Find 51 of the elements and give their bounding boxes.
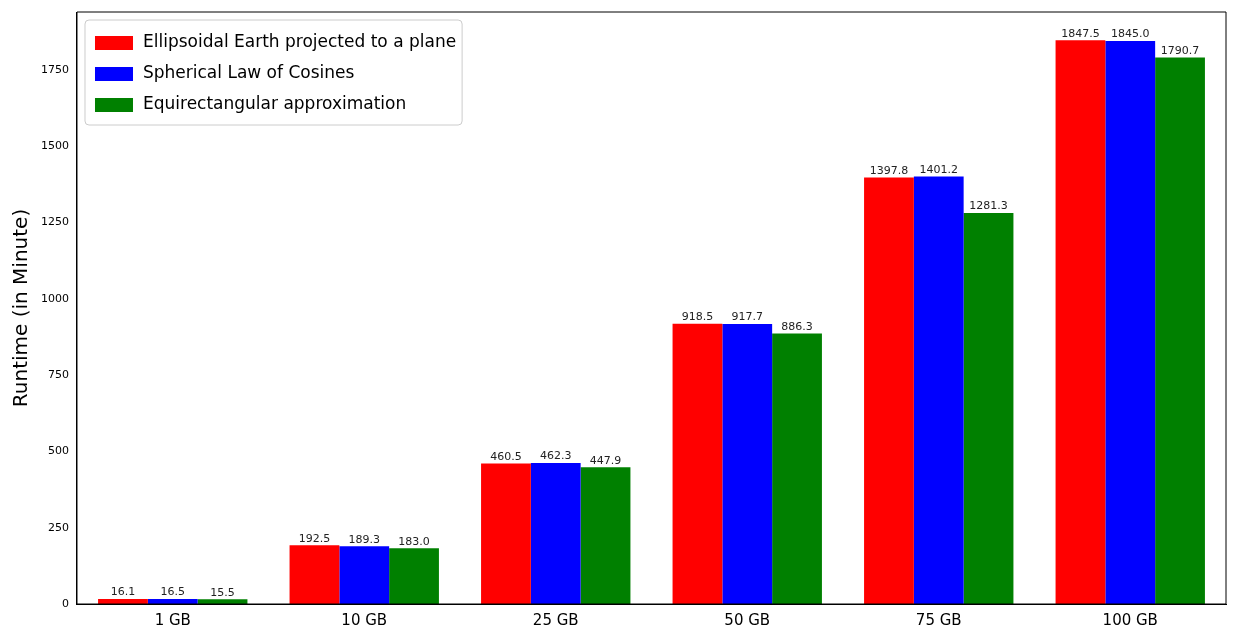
bar	[289, 545, 340, 604]
x-tick-label: 10 GB	[341, 610, 388, 629]
bar	[1155, 57, 1205, 604]
legend-label: Equirectangular approximation	[142, 93, 407, 114]
y-axis-title: Runtime (in Minute)	[8, 208, 33, 408]
bar	[580, 467, 631, 604]
data-label: 462.3	[540, 449, 572, 463]
y-tick-label: 1000	[40, 291, 69, 305]
bar	[339, 546, 390, 604]
data-label: 918.5	[681, 310, 714, 324]
data-label: 886.3	[781, 319, 813, 333]
bar	[672, 323, 723, 604]
bar	[1055, 40, 1106, 604]
x-tick-label: 75 GB	[915, 610, 962, 629]
bar	[772, 333, 822, 604]
legend-label: Spherical Law of Cosines	[142, 62, 355, 83]
data-label: 1790.7	[1160, 43, 1200, 57]
data-label: 183.0	[398, 534, 430, 548]
bar	[389, 548, 439, 604]
bar	[864, 177, 914, 604]
legend-label: Ellipsoidal Earth projected to a plane	[142, 31, 457, 52]
bar	[913, 176, 964, 604]
y-tick-label: 1500	[40, 139, 69, 153]
y-tick-label: 250	[47, 520, 69, 534]
bar	[722, 323, 773, 604]
data-label: 917.7	[731, 310, 763, 324]
bar	[481, 463, 531, 604]
y-tick-label: 750	[47, 367, 69, 381]
data-label: 1401.2	[919, 162, 958, 176]
bar	[530, 462, 581, 604]
data-label: 192.5	[298, 531, 331, 545]
bar	[1105, 40, 1156, 604]
y-tick-label: 0	[61, 596, 69, 610]
x-tick-label: 1 GB	[154, 610, 191, 629]
y-tick-label: 1750	[40, 62, 69, 76]
bar	[963, 213, 1014, 604]
data-label: 189.3	[348, 532, 380, 546]
data-label: 447.9	[589, 453, 622, 467]
x-tick-label: 100 GB	[1102, 610, 1158, 629]
data-label: 16.5	[160, 585, 185, 599]
data-label: 460.5	[490, 449, 522, 463]
y-tick-label: 500	[47, 444, 69, 458]
data-label: 1281.3	[969, 199, 1008, 213]
x-tick-label: 50 GB	[724, 610, 771, 629]
data-label: 1847.5	[1061, 26, 1100, 40]
x-tick-label: 25 GB	[532, 610, 579, 629]
data-label: 15.5	[210, 585, 235, 599]
data-label: 16.1	[110, 585, 136, 599]
data-label: 1845.0	[1111, 27, 1150, 41]
data-label: 1397.8	[869, 163, 909, 177]
y-tick-label: 1250	[40, 215, 69, 229]
